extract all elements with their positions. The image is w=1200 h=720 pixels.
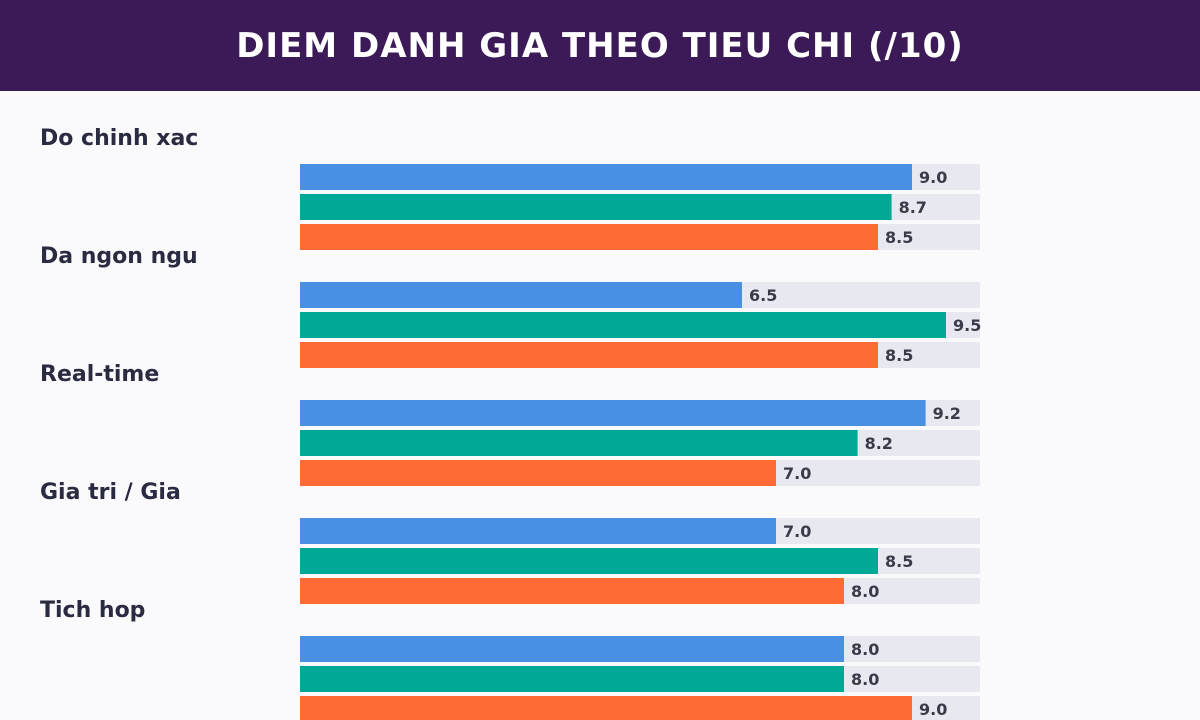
value-label: 8.5 (885, 552, 913, 571)
value-label: 9.5 (953, 316, 981, 335)
value-label: 9.0 (919, 168, 947, 187)
chart-title: DIEM DANH GIA THEO TIEU CHI (/10) (236, 25, 964, 66)
bar-chart: Do chinh xac 9.0 8.7 8.5 Da ngon ngu 6.5 9.5 8.… (40, 126, 981, 720)
value-label: 8.2 (865, 434, 893, 453)
bar (300, 224, 878, 250)
category-group: Do chinh xac 9.0 8.7 8.5 (40, 126, 980, 250)
category-group: Gia tri / Gia 7.0 8.5 8.0 (40, 480, 980, 604)
value-label: 8.5 (885, 346, 913, 365)
bar (300, 282, 742, 308)
bar (300, 548, 878, 574)
chart-area: Do chinh xac 9.0 8.7 8.5 Da ngon ngu 6.5 9.5 8.… (0, 91, 1200, 720)
category-group: Da ngon ngu 6.5 9.5 8.5 (40, 244, 981, 368)
chart-header: DIEM DANH GIA THEO TIEU CHI (/10) (0, 0, 1200, 91)
bar (300, 312, 946, 338)
value-label: 8.0 (851, 640, 879, 659)
value-label: 9.0 (919, 700, 947, 719)
bar (300, 518, 776, 544)
category-group: Real-time 9.2 8.2 7.0 (40, 362, 980, 486)
bar (300, 460, 776, 486)
value-label: 8.0 (851, 582, 879, 601)
value-label: 8.7 (899, 198, 927, 217)
bar (300, 578, 844, 604)
bar (300, 164, 912, 190)
bar (300, 194, 892, 220)
category-label: Gia tri / Gia (40, 480, 181, 505)
bar (300, 636, 844, 662)
category-group: Tich hop 8.0 8.0 9.0 (40, 598, 980, 720)
value-label: 6.5 (749, 286, 777, 305)
category-label: Da ngon ngu (40, 244, 198, 269)
bar (300, 430, 858, 456)
value-label: 7.0 (783, 464, 811, 483)
bar (300, 342, 878, 368)
value-label: 8.5 (885, 228, 913, 247)
value-label: 8.0 (851, 670, 879, 689)
bar (300, 400, 926, 426)
bar (300, 666, 844, 692)
category-label: Tich hop (40, 598, 145, 623)
value-label: 7.0 (783, 522, 811, 541)
category-label: Do chinh xac (40, 126, 198, 151)
bar (300, 696, 912, 720)
value-label: 9.2 (933, 404, 961, 423)
category-label: Real-time (40, 362, 159, 387)
